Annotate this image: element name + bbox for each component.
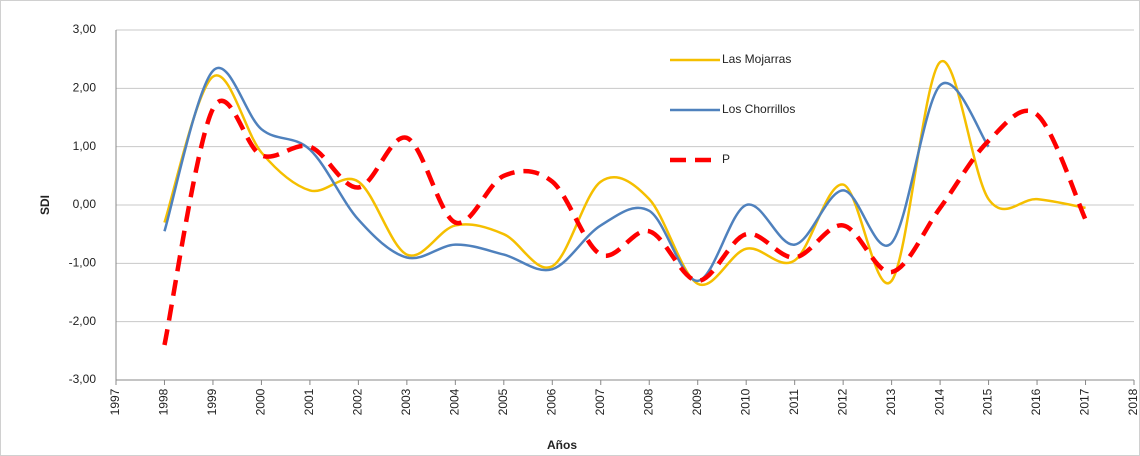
x-tick-label: 2014 xyxy=(932,388,946,415)
x-tick-label: 2003 xyxy=(399,388,413,415)
series-line xyxy=(163,66,990,283)
x-tick-label: 2009 xyxy=(690,388,704,415)
x-tick-label: 2011 xyxy=(787,389,801,415)
x-tick-label: 2002 xyxy=(351,388,365,415)
y-axis-title: SDI xyxy=(38,195,52,215)
x-tick-label: 1999 xyxy=(205,388,219,415)
y-tick-label: -2,00 xyxy=(69,314,97,328)
x-tick-label: 2010 xyxy=(738,388,752,415)
x-tick-label: 2012 xyxy=(835,388,849,415)
series-line xyxy=(162,98,1088,346)
x-tick-label: 2004 xyxy=(448,388,462,415)
x-axis-title: Años xyxy=(547,438,577,452)
x-tick-label: 2008 xyxy=(641,388,655,415)
legend-label: Las Mojarras xyxy=(722,52,791,66)
x-tick-label: 2017 xyxy=(1078,388,1092,415)
x-tick-label: 2018 xyxy=(1126,388,1140,415)
x-tick-label: 2016 xyxy=(1029,388,1043,415)
legend-label: Los Chorrillos xyxy=(722,102,795,116)
x-tick-label: 2000 xyxy=(254,388,268,415)
legend-label: P xyxy=(722,152,730,166)
y-tick-label: 1,00 xyxy=(73,139,97,153)
y-tick-label: 0,00 xyxy=(73,197,97,211)
x-tick-label: 2001 xyxy=(302,388,316,415)
x-tick-label: 2007 xyxy=(593,388,607,415)
y-tick-label: 2,00 xyxy=(73,81,97,95)
y-tick-label: -3,00 xyxy=(69,372,97,386)
y-tick-label: -1,00 xyxy=(69,256,97,270)
x-tick-label: 2013 xyxy=(884,388,898,415)
x-tick-label: 2005 xyxy=(496,388,510,415)
y-tick-label: 3,00 xyxy=(73,22,97,36)
series-line xyxy=(163,59,1086,287)
x-tick-label: 2006 xyxy=(544,388,558,415)
x-tick-label: 2015 xyxy=(981,388,995,415)
x-tick-label: 1997 xyxy=(108,388,122,415)
x-tick-label: 1998 xyxy=(157,388,171,415)
